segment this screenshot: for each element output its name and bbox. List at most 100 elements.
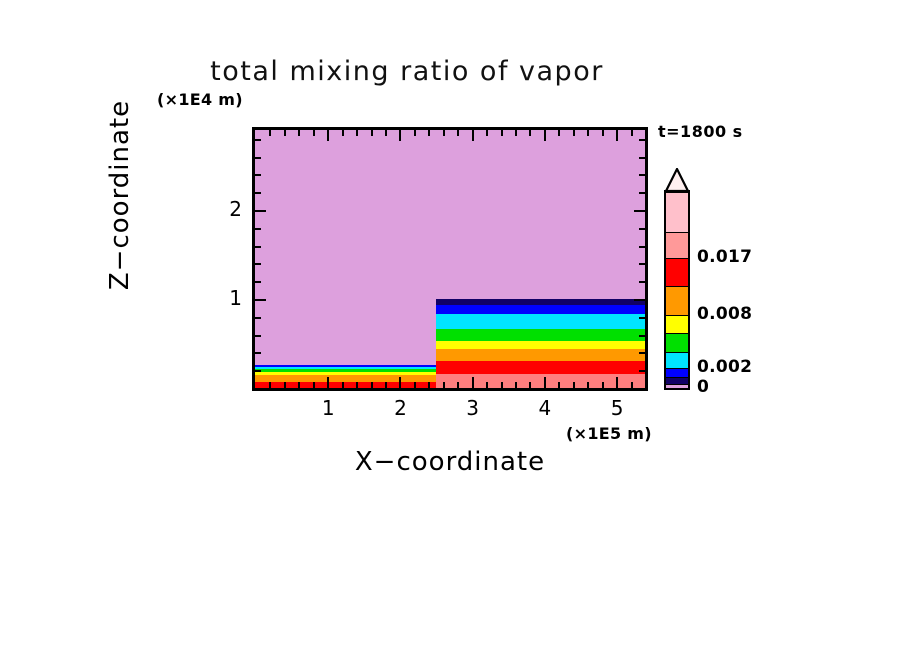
x-minor-tick bbox=[572, 382, 575, 388]
x-minor-tick-top bbox=[630, 130, 633, 136]
x-minor-tick-top bbox=[442, 130, 445, 136]
x-minor-tick-top bbox=[428, 130, 431, 136]
y-minor-tick-right bbox=[639, 174, 645, 177]
x-minor-tick bbox=[312, 382, 315, 388]
contour-band bbox=[255, 364, 436, 367]
x-major-tick bbox=[543, 377, 546, 388]
x-minor-tick-top bbox=[486, 130, 489, 136]
x-major-tick-top bbox=[399, 130, 402, 141]
x-major-tick bbox=[616, 377, 619, 388]
y-minor-tick bbox=[255, 174, 261, 177]
contour-band bbox=[435, 299, 645, 306]
contour-band bbox=[255, 374, 436, 382]
x-major-tick-top bbox=[471, 130, 474, 141]
y-minor-tick bbox=[255, 263, 261, 266]
colorbar[interactable] bbox=[664, 190, 690, 390]
x-tick-label: 5 bbox=[610, 396, 624, 420]
x-minor-tick bbox=[529, 382, 532, 388]
x-tick-label: 1 bbox=[321, 396, 335, 420]
x-minor-tick-top bbox=[601, 130, 604, 136]
y-minor-tick-right bbox=[639, 281, 645, 284]
y-minor-tick-right bbox=[639, 138, 645, 141]
contour-band bbox=[435, 348, 645, 362]
x-minor-tick-top bbox=[312, 130, 315, 136]
colorbar-band bbox=[666, 286, 688, 317]
x-minor-tick bbox=[385, 382, 387, 388]
colorbar-band bbox=[666, 383, 688, 388]
x-minor-tick bbox=[515, 382, 517, 388]
y-minor-tick-right bbox=[639, 227, 645, 230]
contour-band bbox=[435, 130, 645, 300]
x-minor-tick-top bbox=[283, 130, 286, 136]
x-major-tick bbox=[327, 377, 330, 388]
x-tick-label: 2 bbox=[394, 396, 407, 420]
x-minor-tick bbox=[587, 382, 590, 388]
y-minor-tick-right bbox=[639, 370, 645, 373]
y-minor-tick-right bbox=[639, 156, 645, 159]
y-minor-tick bbox=[255, 281, 261, 284]
x-axis-units-label: (×1E5 m) bbox=[566, 424, 652, 443]
x-minor-tick bbox=[341, 382, 344, 388]
z-tick-label: 2 bbox=[229, 197, 242, 222]
y-minor-tick-right bbox=[639, 192, 645, 195]
colorbar-band bbox=[666, 333, 688, 353]
contour-band bbox=[435, 361, 645, 374]
x-minor-tick-top bbox=[385, 130, 387, 136]
contour-band bbox=[255, 366, 436, 370]
x-minor-tick bbox=[500, 382, 503, 388]
y-minor-tick bbox=[255, 138, 261, 141]
y-minor-tick bbox=[255, 352, 261, 355]
colorbar-band bbox=[666, 232, 688, 259]
x-major-tick-top bbox=[616, 130, 619, 141]
colorbar-tick-label: 0.002 bbox=[697, 357, 753, 378]
colorbar-band bbox=[666, 315, 688, 335]
x-minor-tick bbox=[356, 382, 359, 388]
y-minor-tick-right bbox=[639, 334, 645, 337]
y-minor-tick bbox=[255, 334, 261, 337]
x-minor-tick-top bbox=[269, 130, 272, 136]
x-minor-tick bbox=[486, 382, 489, 388]
page-title: total mixing ratio of vapor bbox=[210, 56, 604, 87]
contour-band bbox=[435, 314, 645, 330]
time-annotation: t=1800 s bbox=[658, 122, 743, 141]
y-major-tick bbox=[255, 299, 266, 302]
x-minor-tick-top bbox=[413, 130, 416, 136]
x-minor-tick-top bbox=[500, 130, 503, 136]
x-minor-tick bbox=[457, 382, 460, 388]
contour-band bbox=[255, 369, 436, 372]
colorbar-extend-arrow bbox=[664, 168, 690, 192]
x-minor-tick-top bbox=[572, 130, 575, 136]
y-major-tick-right bbox=[634, 299, 645, 302]
y-minor-tick bbox=[255, 316, 261, 319]
x-minor-tick bbox=[442, 382, 445, 388]
colorbar-band bbox=[666, 351, 688, 370]
x-minor-tick bbox=[630, 382, 633, 388]
y-minor-tick bbox=[255, 156, 261, 159]
contour-band bbox=[255, 381, 436, 388]
x-minor-tick bbox=[428, 382, 431, 388]
x-minor-tick bbox=[283, 382, 286, 388]
x-minor-tick bbox=[370, 382, 373, 388]
colorbar-tick-label: 0 bbox=[697, 377, 710, 397]
y-minor-tick bbox=[255, 227, 261, 230]
contour-band bbox=[435, 305, 645, 315]
x-major-tick bbox=[399, 377, 402, 388]
x-major-tick-top bbox=[327, 130, 330, 141]
y-major-tick bbox=[255, 210, 266, 213]
contour-band bbox=[255, 371, 436, 375]
x-minor-tick-top bbox=[298, 130, 301, 136]
x-minor-tick-top bbox=[341, 130, 344, 136]
x-major-tick-top bbox=[543, 130, 546, 141]
contour-plot-area[interactable] bbox=[252, 127, 648, 391]
x-minor-tick bbox=[413, 382, 416, 388]
y-minor-tick bbox=[255, 245, 261, 248]
contour-band bbox=[435, 329, 645, 341]
x-minor-tick-top bbox=[587, 130, 590, 136]
x-minor-tick-top bbox=[370, 130, 373, 136]
x-minor-tick-top bbox=[558, 130, 561, 136]
x-tick-label: 3 bbox=[466, 396, 480, 420]
x-minor-tick bbox=[601, 382, 604, 388]
x-major-tick bbox=[471, 377, 474, 388]
y-major-tick-right bbox=[634, 210, 645, 213]
y-minor-tick-right bbox=[639, 245, 645, 248]
